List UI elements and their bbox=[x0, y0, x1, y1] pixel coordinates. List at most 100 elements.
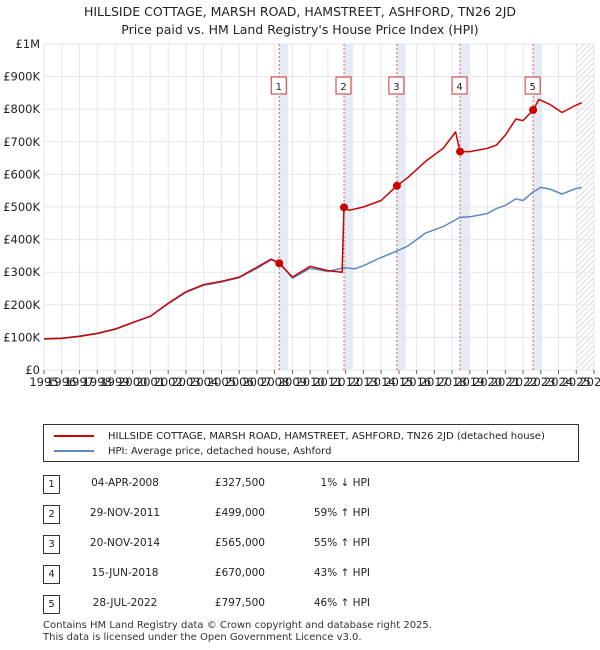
transaction-band bbox=[344, 44, 354, 370]
x-tick-label: 1996 bbox=[47, 375, 76, 389]
transaction-hpi: 43% ↑ HPI bbox=[313, 567, 370, 579]
y-tick-label: £300K bbox=[3, 265, 40, 279]
legend-label-hpi: HPI: Average price, detached house, Ashf… bbox=[108, 445, 332, 457]
y-tick-label: £700K bbox=[3, 135, 40, 149]
transaction-date: 28-JUL-2022 bbox=[92, 597, 158, 609]
y-tick-label: £800K bbox=[3, 102, 40, 116]
legend-item-hpi: HPI: Average price, detached house, Ashf… bbox=[54, 444, 331, 458]
x-tick-label: 2026 bbox=[579, 375, 600, 389]
legend-item-property: HILLSIDE COTTAGE, MARSH ROAD, HAMSTREET,… bbox=[54, 429, 545, 443]
transaction-number: 2 bbox=[43, 505, 60, 524]
transaction-hpi: 46% ↑ HPI bbox=[313, 597, 370, 609]
x-tick-label: 1998 bbox=[83, 375, 112, 389]
transaction-hpi: 55% ↑ HPI bbox=[313, 537, 370, 549]
x-tick-label: 2023 bbox=[526, 375, 555, 389]
footer-copyright: Contains HM Land Registry data © Crown c… bbox=[43, 620, 432, 631]
transaction-label-5: 5 bbox=[524, 76, 541, 95]
x-tick-label: 2010 bbox=[295, 375, 324, 389]
transaction-point bbox=[529, 106, 538, 115]
x-tick-label: 2013 bbox=[349, 375, 378, 389]
transaction-price: £797,500 bbox=[214, 597, 265, 609]
transaction-label-text: 5 bbox=[529, 82, 535, 93]
transaction-label-1: 1 bbox=[270, 76, 287, 95]
x-tick-label: 2020 bbox=[473, 375, 502, 389]
chart-legend: HILLSIDE COTTAGE, MARSH ROAD, HAMSTREET,… bbox=[43, 424, 579, 462]
x-tick-label: 2025 bbox=[562, 375, 591, 389]
series-line-property bbox=[43, 98, 582, 340]
transaction-label-box bbox=[524, 76, 541, 95]
x-tick-label: 2004 bbox=[189, 375, 218, 389]
transaction-date: 29-NOV-2011 bbox=[89, 507, 161, 519]
transaction-number: 1 bbox=[43, 475, 60, 494]
y-tick-label: £400K bbox=[3, 233, 40, 247]
transaction-label-box bbox=[451, 76, 468, 95]
transaction-price: £670,000 bbox=[214, 567, 265, 579]
transaction-label-box bbox=[270, 76, 287, 95]
legend-swatch-property bbox=[54, 435, 94, 437]
x-tick-label: 2003 bbox=[171, 375, 200, 389]
x-tick-label: 2016 bbox=[402, 375, 431, 389]
transaction-label-text: 1 bbox=[276, 82, 282, 93]
x-tick-label: 2005 bbox=[207, 375, 236, 389]
y-tick-label: £1M bbox=[15, 37, 40, 51]
transaction-label-text: 3 bbox=[393, 82, 399, 93]
x-tick-label: 1995 bbox=[29, 375, 58, 389]
x-tick-label: 2009 bbox=[278, 375, 307, 389]
transaction-band bbox=[460, 44, 470, 370]
y-tick-label: £200K bbox=[3, 298, 40, 312]
table-row: 5 28-JUL-2022 £797,500 46% ↑ HPI bbox=[0, 595, 600, 615]
x-tick-label: 2001 bbox=[136, 375, 165, 389]
x-tick-label: 2015 bbox=[384, 375, 413, 389]
transaction-price: £327,500 bbox=[214, 477, 265, 489]
transaction-hpi: 59% ↑ HPI bbox=[313, 507, 370, 519]
legend-label-property: HILLSIDE COTTAGE, MARSH ROAD, HAMSTREET,… bbox=[108, 430, 545, 442]
table-row: 4 15-JUN-2018 £670,000 43% ↑ HPI bbox=[0, 565, 600, 585]
transaction-label-box bbox=[335, 76, 352, 95]
x-tick-label: 2000 bbox=[118, 375, 147, 389]
transaction-label-2: 2 bbox=[335, 76, 352, 95]
transaction-price: £565,000 bbox=[214, 537, 265, 549]
transaction-date: 20-NOV-2014 bbox=[89, 537, 161, 549]
x-tick-label: 2006 bbox=[225, 375, 254, 389]
y-tick-label: £100K bbox=[3, 330, 40, 344]
transaction-hpi: 1% ↓ HPI bbox=[320, 477, 370, 489]
transaction-label-text: 4 bbox=[456, 82, 462, 93]
x-tick-label: 2002 bbox=[154, 375, 183, 389]
x-tick-label: 1997 bbox=[65, 375, 94, 389]
x-tick-label: 2021 bbox=[491, 375, 520, 389]
price-chart: £0 £100K £200K £300K £400K £500K £600K £700K £80… bbox=[3, 37, 600, 389]
transaction-band bbox=[279, 44, 289, 370]
x-tick-label: 2011 bbox=[313, 375, 342, 389]
x-tick-label: 2012 bbox=[331, 375, 360, 389]
x-tick-label: 2017 bbox=[420, 375, 449, 389]
x-tick-label: 2022 bbox=[508, 375, 537, 389]
x-tick-label: 2007 bbox=[242, 375, 271, 389]
transaction-number: 4 bbox=[43, 565, 60, 584]
chart-title: HILLSIDE COTTAGE, MARSH ROAD, HAMSTREET,… bbox=[83, 4, 517, 19]
y-tick-label: £600K bbox=[3, 167, 40, 181]
x-tick-label: 2018 bbox=[437, 375, 466, 389]
transaction-number: 5 bbox=[43, 595, 60, 614]
y-tick-label: £900K bbox=[3, 70, 40, 84]
transaction-label-text: 2 bbox=[340, 82, 346, 93]
table-row: 2 29-NOV-2011 £499,000 59% ↑ HPI bbox=[0, 505, 600, 525]
y-tick-label: £500K bbox=[3, 200, 40, 214]
transaction-band bbox=[396, 44, 406, 370]
transaction-date: 15-JUN-2018 bbox=[91, 567, 159, 579]
footer-licence: This data is licensed under the Open Gov… bbox=[43, 632, 362, 643]
table-row: 3 20-NOV-2014 £565,000 55% ↑ HPI bbox=[0, 535, 600, 555]
transaction-number: 3 bbox=[43, 535, 60, 554]
x-tick-label: 1999 bbox=[100, 375, 129, 389]
legend-swatch-hpi bbox=[54, 450, 94, 452]
chart-subtitle: Price paid vs. HM Land Registry's House … bbox=[121, 22, 479, 37]
transaction-point bbox=[340, 203, 349, 212]
table-row: 1 04-APR-2008 £327,500 1% ↓ HPI bbox=[0, 475, 600, 495]
transaction-price: £499,000 bbox=[214, 507, 265, 519]
x-tick-label: 2008 bbox=[260, 375, 289, 389]
x-tick-label: 2014 bbox=[366, 375, 395, 389]
transaction-date: 04-APR-2008 bbox=[91, 477, 159, 489]
y-tick-label: £0 bbox=[25, 363, 40, 377]
transaction-label-box bbox=[388, 76, 405, 95]
transaction-point bbox=[275, 259, 284, 268]
x-tick-label: 2024 bbox=[544, 375, 573, 389]
